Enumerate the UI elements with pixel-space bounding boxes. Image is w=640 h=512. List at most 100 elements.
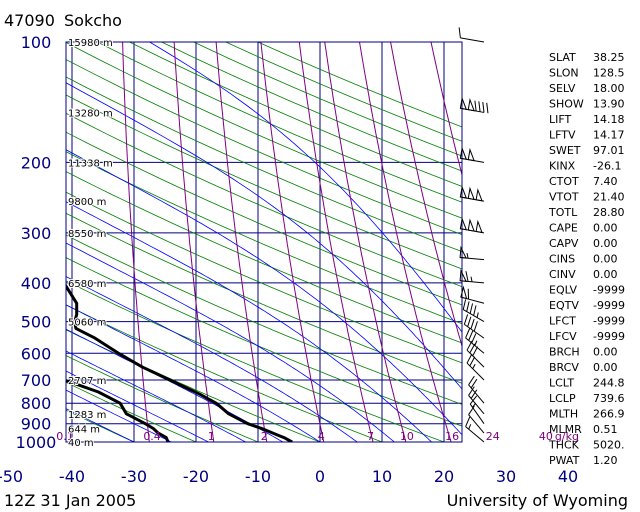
temperature-point [3, 186, 5, 188]
index-name: MLMR [549, 423, 582, 436]
wind-barb-flag [473, 305, 477, 316]
wind-barb-pennant [460, 285, 468, 300]
dewpoint-line [66, 378, 170, 442]
index-value: -9999 [593, 315, 625, 328]
wind-barb-flag [469, 395, 478, 405]
index-name: SHOW [549, 98, 584, 111]
mixing-ratio-label: 16 [445, 430, 459, 443]
index-name: LFCT [549, 315, 576, 328]
wind-barb [468, 405, 485, 434]
wind-barb-flag [478, 101, 481, 112]
temperature-point [117, 352, 120, 355]
temperature-tick-label: -50 [0, 467, 23, 486]
wind-barb-pennant [459, 146, 468, 160]
dry-adiabat [66, 191, 462, 364]
wind-barb-flag [466, 301, 470, 312]
temperature-point [8, 200, 10, 202]
temperature-point [260, 427, 263, 430]
index-name: PWAT [549, 454, 580, 467]
wind-barb [459, 268, 485, 284]
wind-barb-pennant [475, 188, 483, 202]
temperature-tick-label: 30 [496, 467, 516, 486]
moist-adiabat [66, 389, 172, 442]
wind-barb-flag [468, 405, 475, 415]
pressure-tick-label: 400 [21, 274, 52, 293]
index-value: 0.00 [593, 222, 618, 235]
index-value: 1.20 [593, 454, 618, 467]
index-value: 128.5 [593, 67, 625, 80]
wind-barb-flag [466, 340, 473, 351]
wind-barb [469, 395, 485, 424]
wind-barb-flag [472, 346, 479, 357]
moist-adiabat [66, 370, 209, 442]
wind-barb-half-flag [468, 424, 472, 430]
index-name: CAPE [549, 222, 578, 235]
temperature-point [246, 422, 249, 425]
wind-barb-pennant [467, 218, 475, 232]
dry-adiabat [66, 131, 462, 306]
wind-barb-flag [469, 356, 476, 367]
wind-barb-flag [468, 330, 474, 341]
mixing-ratio-line [260, 42, 325, 442]
wind-barb [466, 340, 485, 368]
mixing-ratio-line [215, 42, 268, 442]
pressure-tick-label: 500 [21, 313, 52, 332]
station-id: 47090 [4, 11, 55, 30]
wind-barb [468, 375, 485, 404]
index-value: 0.00 [593, 237, 618, 250]
index-value: 97.01 [593, 144, 625, 157]
wind-barb-pennant [467, 186, 475, 201]
height-label: 6580 m [68, 279, 106, 290]
mixing-ratio-label: 7 [367, 430, 374, 443]
wind-barb-flag [458, 27, 461, 38]
index-name: LCLT [549, 377, 574, 390]
moist-adiabat [66, 242, 395, 442]
pressure-tick-label: 900 [21, 415, 52, 434]
wind-barb-flag [468, 375, 475, 386]
temperature-point [93, 337, 96, 340]
dry-adiabat [66, 280, 446, 442]
mixing-ratio-label: 4 [318, 430, 325, 443]
wind-barb [459, 245, 485, 261]
height-label: 11338 m [68, 158, 113, 169]
index-value: 14.17 [593, 129, 625, 142]
dry-adiabat [66, 59, 462, 236]
footer-source: University of Wyoming [447, 491, 628, 510]
wind-barb [465, 416, 485, 443]
wind-barb-flag [465, 328, 471, 339]
temperature-tick-label: -10 [245, 467, 271, 486]
dry-adiabat [66, 151, 462, 325]
wind-barb-flag [474, 100, 477, 112]
wind-barb-flag [465, 416, 471, 427]
wind-barb-half-flag [474, 340, 478, 346]
dewpoint-point [30, 366, 32, 368]
dewpoint-point [97, 391, 100, 393]
index-value: 0.51 [593, 423, 618, 436]
index-name: TOTL [548, 206, 578, 219]
moist-adiabat [66, 304, 321, 442]
dry-adiabat [66, 94, 462, 270]
index-name: LFCV [549, 330, 577, 343]
height-label: 644 m [68, 424, 100, 435]
index-value: 266.9 [593, 408, 625, 421]
index-name: BRCH [549, 346, 580, 359]
mixing-ratio-label: 40 [539, 430, 553, 443]
wind-barbs [458, 27, 489, 443]
pressure-tick-label: 1000 [16, 433, 57, 452]
temperature-point [207, 397, 209, 400]
temperature-point [271, 432, 274, 434]
moist-adiabat [66, 82, 462, 390]
index-name: SWET [549, 144, 581, 157]
dewpoint-point [157, 432, 160, 434]
wind-barb-flag [469, 303, 474, 314]
mixing-ratio-line [173, 42, 215, 442]
wind-barb-pennant [475, 219, 483, 234]
sounding-profiles [3, 186, 293, 442]
wind-barb-pennant [459, 245, 467, 259]
moist-adiabat [66, 201, 432, 442]
index-name: LIFT [549, 113, 572, 126]
mixing-ratio-label: 24 [486, 430, 500, 443]
wind-barb-pennant [459, 185, 468, 199]
wind-barb-flag [471, 333, 477, 344]
mixing-ratio-line [324, 42, 407, 442]
